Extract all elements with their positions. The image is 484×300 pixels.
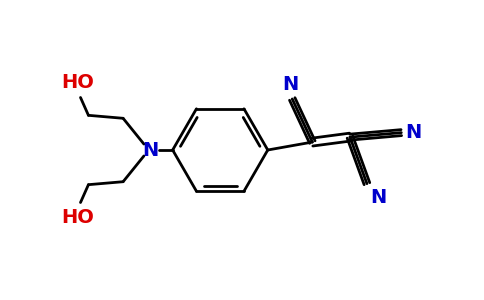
Text: N: N bbox=[405, 123, 422, 142]
Text: HO: HO bbox=[61, 73, 94, 92]
Text: N: N bbox=[283, 74, 299, 94]
Text: N: N bbox=[143, 140, 159, 160]
Text: N: N bbox=[370, 188, 386, 207]
Text: HO: HO bbox=[61, 208, 94, 227]
